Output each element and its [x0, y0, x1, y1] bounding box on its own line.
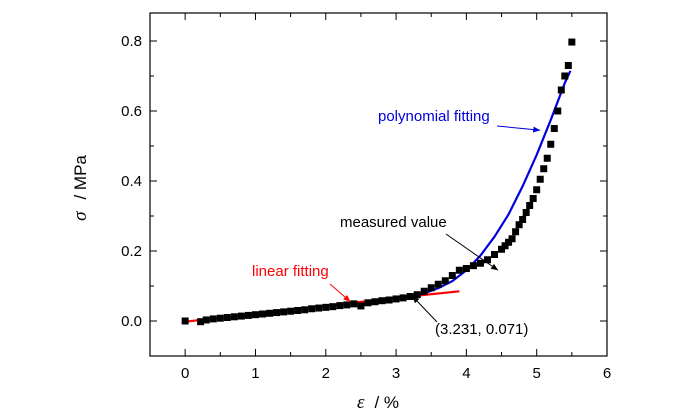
data-point — [230, 313, 238, 321]
annotation-arrow — [411, 295, 438, 323]
y-tick-label: 0.2 — [121, 243, 142, 260]
y-tick-label: 0.4 — [121, 173, 142, 190]
x-axis-symbol: ε — [357, 392, 365, 413]
data-point — [350, 300, 358, 308]
data-point — [392, 295, 400, 303]
annotation-label: (3.231, 0.071) — [435, 321, 528, 338]
data-point — [505, 238, 513, 246]
data-point — [343, 301, 351, 309]
data-point — [237, 312, 245, 320]
data-point — [491, 251, 499, 258]
data-point — [294, 307, 302, 314]
data-point — [223, 314, 231, 321]
data-point — [554, 107, 562, 115]
y-axis-title: σ / MPa — [70, 155, 91, 221]
data-point — [547, 140, 555, 148]
data-point — [427, 284, 435, 292]
data-point — [357, 302, 365, 310]
tick-marks — [150, 13, 608, 356]
data-point — [280, 308, 288, 316]
data-point — [455, 266, 463, 274]
data-point — [336, 302, 344, 310]
data-point — [406, 293, 414, 300]
data-point — [308, 305, 316, 313]
data-point — [522, 209, 530, 216]
data-point — [258, 310, 266, 318]
data-point — [543, 154, 551, 162]
data-point — [399, 294, 407, 302]
x-axis-unit: / % — [374, 393, 399, 412]
annotation-arrow — [445, 233, 499, 271]
x-axis-title: ε / % — [357, 392, 399, 413]
data-point — [462, 265, 470, 272]
data-point — [322, 303, 330, 311]
y-tick-label: 0.6 — [121, 103, 142, 120]
data-point — [216, 314, 224, 322]
x-tick-label: 3 — [392, 365, 400, 382]
data-point — [536, 175, 544, 183]
x-tick-label: 6 — [603, 365, 611, 382]
data-point — [364, 299, 372, 307]
data-point — [512, 228, 520, 236]
data-point — [181, 317, 189, 325]
data-point — [315, 304, 323, 312]
data-point — [266, 309, 274, 317]
data-point — [568, 38, 576, 46]
data-point — [529, 195, 537, 202]
data-point — [329, 303, 337, 311]
data-point — [448, 272, 456, 279]
y-axis-unit: / MPa — [71, 155, 90, 200]
data-point — [515, 221, 523, 229]
data-point — [476, 259, 484, 267]
data-point — [564, 62, 572, 69]
measured-points — [181, 38, 576, 326]
data-point — [519, 216, 527, 223]
x-tick-label: 4 — [462, 365, 470, 382]
y-axis-symbol: σ — [70, 211, 91, 221]
data-point — [501, 242, 509, 250]
data-point — [420, 287, 428, 295]
annotation-label: linear fitting — [252, 263, 329, 280]
data-point — [550, 125, 558, 132]
data-point — [378, 297, 386, 305]
annotation-arrow — [329, 283, 351, 303]
data-point — [561, 72, 569, 80]
data-point — [287, 307, 295, 315]
data-point — [371, 298, 379, 306]
data-point — [197, 318, 205, 326]
x-tick-label: 5 — [533, 365, 541, 382]
data-point — [209, 315, 217, 323]
data-point — [483, 256, 491, 264]
data-point — [273, 309, 281, 317]
data-point — [540, 165, 548, 173]
data-point — [413, 291, 421, 299]
data-point — [202, 316, 210, 324]
x-tick-label: 0 — [181, 365, 189, 382]
data-point — [244, 311, 252, 319]
y-tick-label: 0.8 — [121, 33, 142, 50]
annotation-arrow — [496, 125, 541, 133]
data-point — [526, 202, 534, 209]
y-tick-labels: 0.0 0.2 0.4 0.6 0.8 — [121, 33, 142, 330]
data-point — [251, 311, 259, 319]
data-point — [441, 277, 449, 285]
data-point — [301, 306, 309, 314]
data-point — [498, 245, 506, 253]
plot-frame — [149, 12, 608, 357]
data-point — [557, 86, 565, 94]
y-tick-label: 0.0 — [121, 313, 142, 330]
data-point — [469, 262, 477, 270]
x-tick-labels: 0 1 2 3 4 5 6 — [181, 365, 611, 382]
data-point — [533, 186, 541, 194]
data-point — [508, 235, 516, 243]
data-point — [434, 280, 442, 288]
annotation-label: measured value — [340, 214, 447, 231]
x-tick-label: 2 — [322, 365, 330, 382]
annotations: polynomial fitting measured value linear f… — [252, 108, 541, 338]
annotation-label: polynomial fitting — [378, 108, 490, 125]
data-point — [385, 296, 393, 304]
x-tick-label: 1 — [251, 365, 259, 382]
